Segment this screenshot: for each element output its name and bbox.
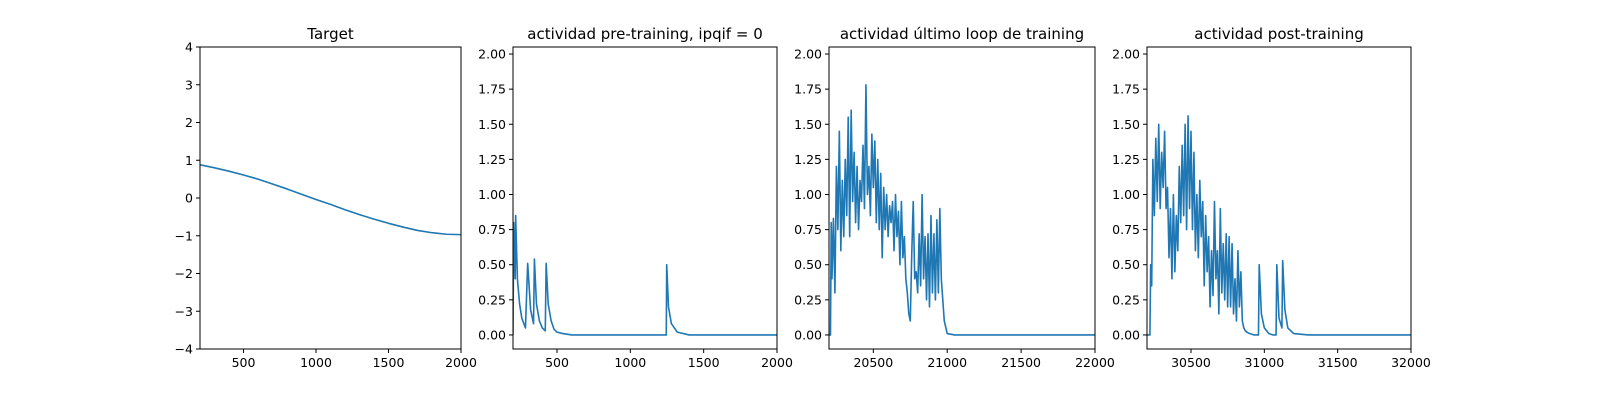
y-tick-label: 0.75 [794, 222, 822, 237]
y-tick-label: 0.00 [794, 327, 822, 342]
y-tick-label: 0.50 [478, 257, 506, 272]
series-line-1 [200, 163, 461, 236]
axes-frame [828, 46, 1096, 350]
axes-frame [512, 46, 778, 350]
series-line-1 [1147, 115, 1411, 336]
x-tick-label: 31000 [1244, 355, 1284, 370]
y-tick-label: 0.00 [1112, 327, 1140, 342]
y-tick-label: 1.75 [1112, 82, 1140, 97]
chart-panel-4: actividad post-training 30500 31000 31500 32… [1112, 25, 1431, 370]
y-tick-label: −2 [175, 266, 193, 281]
x-tick-label: 21000 [927, 355, 967, 370]
x-tick-label: 21500 [1001, 355, 1041, 370]
y-tick-label: 1.50 [478, 117, 506, 132]
y-tick-label: 0.00 [478, 327, 506, 342]
axes-frame [199, 46, 462, 350]
x-tick-label: 1000 [300, 355, 332, 370]
y-tick-label: 0.25 [794, 292, 822, 307]
y-tick-label: 2.00 [478, 47, 506, 62]
y-tick-label: 1.00 [794, 187, 822, 202]
y-tick-label: 0.50 [794, 257, 822, 272]
y-tick-label: −1 [175, 228, 193, 243]
y-tick-label: −3 [175, 304, 193, 319]
x-tick-label: 1500 [688, 355, 720, 370]
chart-panel-3: actividad último loop de training 20500 21… [794, 25, 1115, 370]
x-tick-label: 22000 [1075, 355, 1115, 370]
y-tick-label: 3 [185, 77, 193, 92]
series-line-1 [513, 214, 777, 336]
y-tick-label: 1.75 [478, 82, 506, 97]
y-tick-label: −4 [175, 342, 193, 357]
x-tick-label: 2000 [445, 355, 477, 370]
y-tick-label: 1.25 [794, 152, 822, 167]
y-tick-label: 1.75 [794, 82, 822, 97]
y-tick-label: 0.25 [478, 292, 506, 307]
chart-title: Target [306, 25, 354, 43]
y-tick-label: 1.00 [478, 187, 506, 202]
y-tick-label: 1.25 [478, 152, 506, 167]
x-tick-label: 1000 [614, 355, 646, 370]
y-tick-label: 1 [185, 153, 193, 168]
y-tick-label: 0.75 [1112, 222, 1140, 237]
series-line-1 [829, 84, 1095, 336]
chart-title: actividad post-training [1194, 25, 1363, 43]
chart-title: actividad pre-training, ipqif = 0 [527, 25, 763, 43]
chart-panel-1: Target 500 1000 1500 2000 −4 −3 −2 −1 0 1 2 3 4 [175, 25, 477, 370]
x-tick-label: 30500 [1171, 355, 1211, 370]
x-tick-label: 31500 [1318, 355, 1358, 370]
x-tick-label: 32000 [1391, 355, 1431, 370]
y-tick-label: 4 [185, 40, 193, 55]
y-tick-label: 1.00 [1112, 187, 1140, 202]
y-tick-label: 1.25 [1112, 152, 1140, 167]
axes-frame [1146, 46, 1412, 350]
y-tick-label: 0 [185, 191, 193, 206]
y-tick-label: 1.50 [794, 117, 822, 132]
y-tick-label: 0.75 [478, 222, 506, 237]
x-tick-label: 1500 [373, 355, 405, 370]
y-tick-label: 1.50 [1112, 117, 1140, 132]
y-tick-label: 0.25 [1112, 292, 1140, 307]
y-tick-label: 2.00 [794, 47, 822, 62]
y-tick-label: 2.00 [1112, 47, 1140, 62]
x-tick-label: 500 [232, 355, 256, 370]
chart-title: actividad último loop de training [840, 25, 1084, 43]
x-tick-label: 2000 [761, 355, 793, 370]
chart-panel-2: actividad pre-training, ipqif = 0 500 1000… [478, 25, 793, 370]
y-tick-label: 2 [185, 115, 193, 130]
y-tick-label: 0.50 [1112, 257, 1140, 272]
x-tick-label: 20500 [853, 355, 893, 370]
x-tick-label: 500 [545, 355, 569, 370]
